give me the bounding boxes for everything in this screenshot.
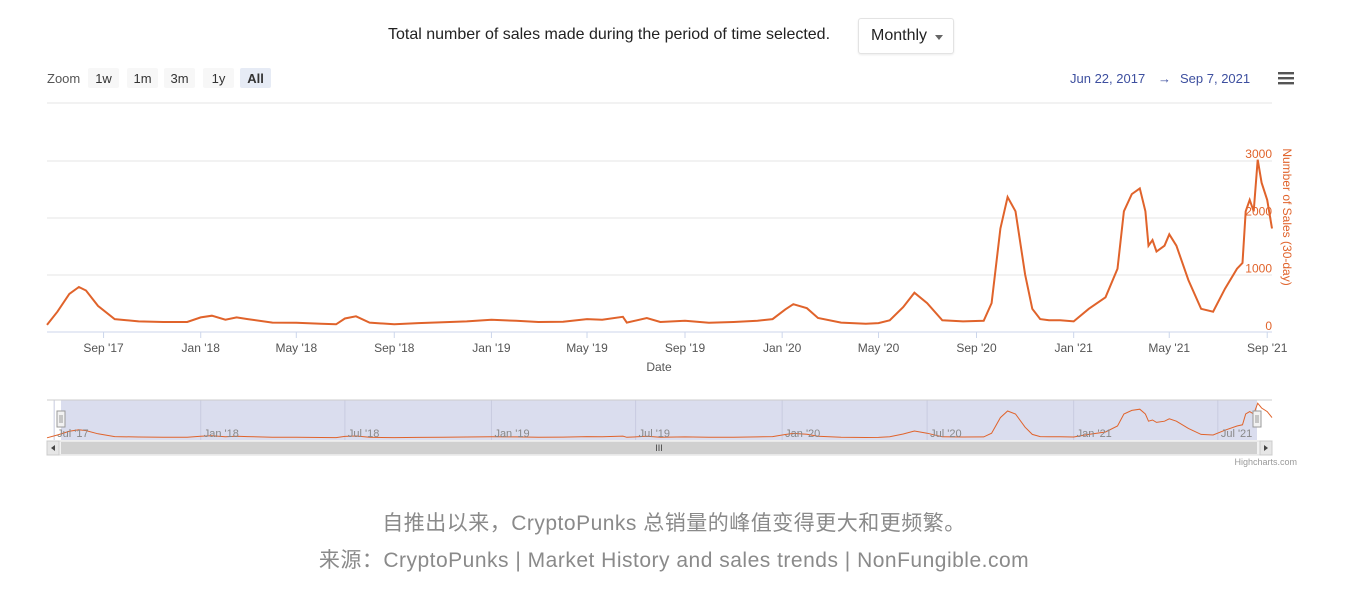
- range-from[interactable]: Jun 22, 2017: [1070, 71, 1145, 86]
- zoom-button-label: All: [247, 71, 264, 86]
- x-tick-label: Sep '20: [956, 341, 997, 355]
- navigator-tick-label: Jan '18: [204, 428, 239, 440]
- period-select-value: Monthly: [871, 27, 928, 44]
- x-tick-label: May '19: [566, 341, 608, 355]
- x-axis-title: Date: [646, 360, 672, 374]
- zoom-label: Zoom: [47, 71, 80, 86]
- zoom-button-1w[interactable]: 1w: [88, 68, 119, 88]
- range-arrow: →: [1158, 71, 1171, 86]
- x-tick-label: Sep '17: [83, 341, 124, 355]
- x-tick-label: May '18: [275, 341, 317, 355]
- navigator-handle-left[interactable]: [56, 410, 66, 428]
- chevron-down-icon: [935, 35, 943, 40]
- scroll-left-arrow-icon[interactable]: [46, 440, 60, 456]
- x-tick-label: Jan '19: [472, 341, 511, 355]
- navigator-tick-label: Jan '20: [785, 428, 820, 440]
- navigator-tick-label: Jul '21: [1221, 428, 1252, 440]
- range-to[interactable]: Sep 7, 2021: [1180, 71, 1250, 86]
- navigator-tick-label: Jul '18: [348, 428, 379, 440]
- chart-description: Total number of sales made during the pe…: [388, 26, 831, 43]
- plot-grid: [47, 102, 1272, 276]
- zoom-buttons: 1w 1m 3m 1y All: [88, 68, 271, 88]
- x-tick-label: Sep '21: [1247, 341, 1288, 355]
- zoom-button-1y[interactable]: 1y: [203, 68, 234, 88]
- navigator-tick-label: Jan '19: [494, 428, 529, 440]
- navigator-tick-label: Jul '20: [930, 428, 961, 440]
- x-tick-label: Jan '18: [182, 341, 221, 355]
- zoom-button-3m[interactable]: 3m: [164, 68, 195, 88]
- navigator-series-line: [46, 402, 1273, 439]
- sales-series-line: [46, 159, 1273, 326]
- navigator-mask[interactable]: [61, 400, 1257, 440]
- navigator-tick-label: Jul '17: [57, 428, 88, 440]
- zoom-button-label: 3m: [170, 71, 188, 86]
- y-tick-label: 0: [1265, 319, 1272, 333]
- scrollbar-grip-icon: III: [655, 443, 663, 453]
- x-tick-label: Sep '18: [374, 341, 415, 355]
- zoom-button-1m[interactable]: 1m: [127, 68, 158, 88]
- hamburger-menu-icon[interactable]: [1278, 72, 1294, 85]
- navigator-handle-right[interactable]: [1252, 410, 1262, 428]
- zoom-button-label: 1w: [95, 71, 112, 86]
- x-tick-label: Jan '20: [763, 341, 802, 355]
- scrollbar-thumb[interactable]: [61, 442, 1257, 454]
- y-axis-title: Number of Sales (30-day): [1280, 148, 1294, 285]
- figure-source: 来源：CryptoPunks | Market History and sale…: [318, 549, 1030, 572]
- zoom-button-All[interactable]: All: [240, 68, 271, 88]
- navigator-tick-label: Jan '21: [1077, 428, 1112, 440]
- scroll-right-arrow-icon[interactable]: [1259, 440, 1273, 456]
- navigator-ticks: Jul '17 Jan '18 Jul '18 Jan '19 Jul '19 Jan '…: [57, 428, 1252, 440]
- zoom-button-label: 1m: [133, 71, 151, 86]
- x-tick-label: Jan '21: [1055, 341, 1094, 355]
- x-tick-label: May '20: [858, 341, 900, 355]
- y-tick-label: 1000: [1245, 262, 1272, 276]
- x-tick-label: Sep '19: [665, 341, 706, 355]
- x-axis-ticks: Sep '17 Jan '18 May '18 Sep '18 Jan '19 May '…: [83, 332, 1288, 355]
- figure-caption: 自推出以来，CryptoPunks 总销量的峰值变得更大和更频繁。: [382, 512, 966, 535]
- sales-chart: Zoom 1w 1m 3m 1y All Jun 22, 2017 → Sep 7, 2…: [46, 68, 1297, 467]
- credits[interactable]: Highcharts.com: [1234, 457, 1297, 467]
- navigator-tick-label: Jul '19: [639, 428, 670, 440]
- period-select[interactable]: Monthly: [858, 18, 954, 54]
- x-tick-label: May '21: [1148, 341, 1190, 355]
- zoom-button-label: 1y: [212, 71, 226, 86]
- y-tick-label: 3000: [1245, 147, 1272, 161]
